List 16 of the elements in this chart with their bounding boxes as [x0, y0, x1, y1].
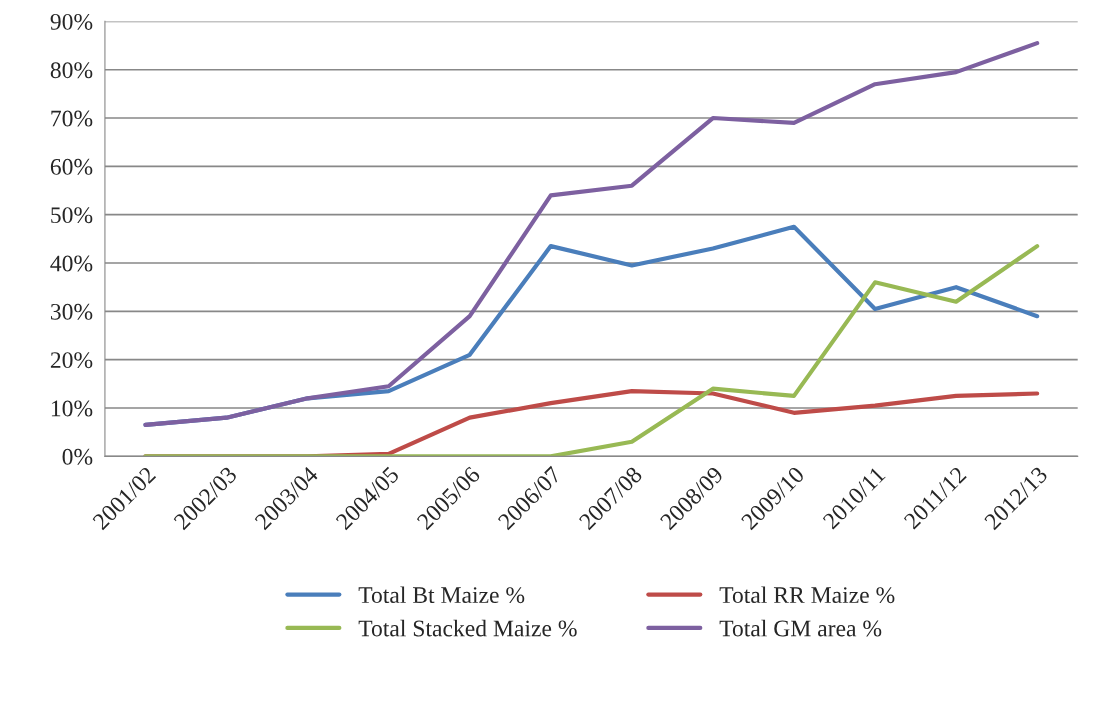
legend-label: Total Bt Maize % — [358, 586, 525, 604]
y-tick-label: 70% — [51, 110, 93, 127]
y-tick-label: 40% — [50, 255, 93, 272]
legend-label: Total RR Maize % — [719, 586, 895, 604]
legend-label: Total GM area % — [719, 619, 882, 637]
y-tick-label: 0% — [62, 448, 93, 465]
y-tick-label: 50% — [51, 207, 93, 224]
line-series — [143, 244, 1040, 457]
y-tick-label: 30% — [50, 303, 93, 320]
line-series — [143, 41, 1040, 427]
y-tick-label: 10% — [51, 400, 93, 417]
legend-label: Total Stacked Maize % — [358, 619, 577, 637]
y-tick-label: 90% — [50, 13, 93, 30]
y-tick-label: 20% — [50, 352, 93, 369]
y-tick-label: 80% — [50, 62, 93, 79]
y-tick-label: 60% — [50, 158, 93, 175]
